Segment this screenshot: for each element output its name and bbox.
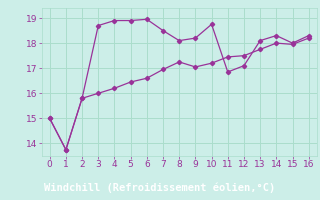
Text: Windchill (Refroidissement éolien,°C): Windchill (Refroidissement éolien,°C): [44, 183, 276, 193]
